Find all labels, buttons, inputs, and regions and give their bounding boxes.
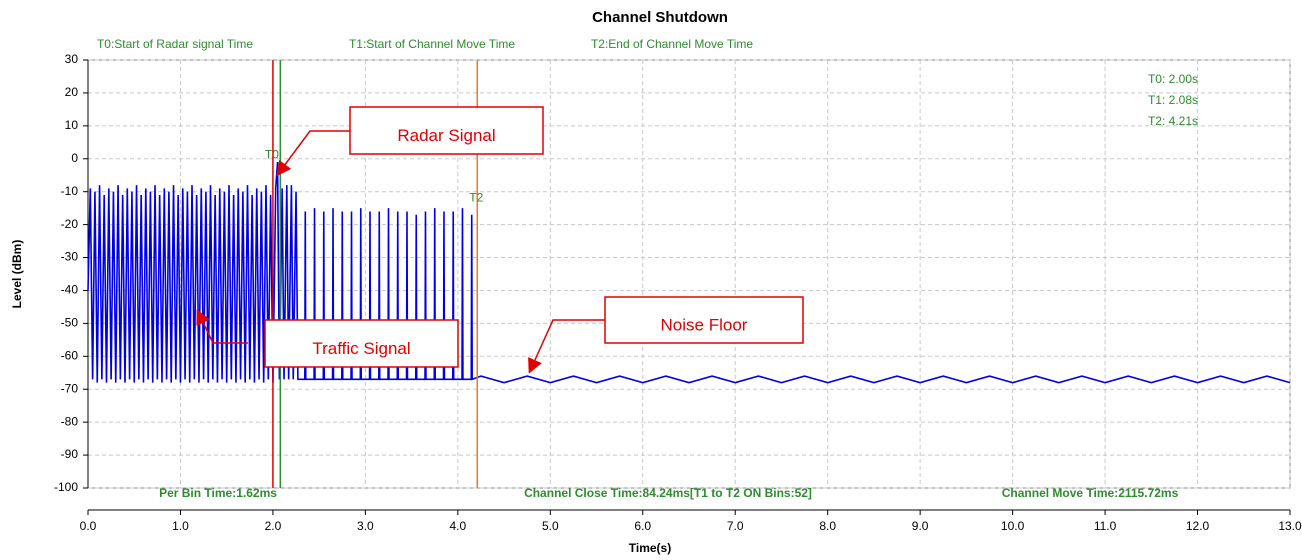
marker-tag: T0: [265, 148, 279, 162]
annotation-box: [264, 319, 459, 368]
footer-note: Channel Close Time:84.24ms[T1 to T2 ON B…: [524, 486, 812, 500]
marker-readout: T2: 4.21s: [1148, 114, 1198, 128]
footer-note: Channel Move Time:2115.72ms: [1002, 486, 1179, 500]
x-tick-label: 0.0: [80, 519, 97, 533]
annotation-text: Traffic Signal: [312, 339, 410, 358]
y-tick-label: -80: [61, 414, 79, 428]
y-tick-label: 0: [71, 151, 78, 165]
annotation-arrow: [528, 319, 605, 374]
x-axis-label: Time(s): [629, 541, 671, 555]
y-tick-label: 30: [65, 52, 79, 66]
marker-label: T2:End of Channel Move Time: [591, 37, 753, 51]
x-tick-label: 11.0: [1094, 519, 1117, 533]
x-tick-label: 4.0: [450, 519, 467, 533]
y-tick-label: 10: [65, 118, 79, 132]
annotation-text: Radar Signal: [397, 126, 495, 145]
y-axis-label: Level (dBm): [10, 240, 24, 309]
x-tick-label: 2.0: [265, 519, 282, 533]
annotation-text: Noise Floor: [661, 315, 748, 334]
plot-frame: [87, 59, 1291, 489]
x-tick-label: 12.0: [1186, 519, 1210, 533]
y-tick-label: -40: [61, 283, 79, 297]
x-tick-label: 3.0: [357, 519, 374, 533]
footer-note: Per Bin Time:1.62ms: [159, 486, 277, 500]
marker-readout: T1: 2.08s: [1148, 93, 1198, 107]
y-tick-label: -50: [61, 316, 79, 330]
annotation-arrow: [196, 309, 248, 344]
annotation-arrow: [276, 130, 350, 177]
signal-line: [87, 162, 1291, 384]
x-tick-label: 8.0: [819, 519, 836, 533]
x-tick-label: 6.0: [634, 519, 651, 533]
marker-readout: T0: 2.00s: [1148, 72, 1198, 86]
y-tick-label: -90: [61, 447, 79, 461]
y-tick-label: -30: [61, 250, 79, 264]
y-tick-label: -20: [61, 217, 79, 231]
chart-title: Channel Shutdown: [592, 9, 728, 26]
x-tick-label: 7.0: [727, 519, 744, 533]
y-tick-label: -100: [54, 480, 78, 494]
y-tick-label: -60: [61, 348, 79, 362]
x-tick-label: 13.0: [1278, 519, 1302, 533]
y-tick-label: 20: [65, 85, 79, 99]
marker-label: T0:Start of Radar signal Time: [97, 37, 253, 51]
x-tick-label: 10.0: [1001, 519, 1025, 533]
marker-label: T1:Start of Channel Move Time: [349, 37, 515, 51]
x-tick-label: 9.0: [912, 519, 929, 533]
marker-tag: T2: [469, 190, 483, 204]
y-tick-label: -10: [61, 184, 79, 198]
y-tick-label: -70: [61, 381, 79, 395]
annotation-box: [349, 106, 544, 155]
x-tick-label: 5.0: [542, 519, 559, 533]
x-tick-label: 1.0: [172, 519, 189, 533]
